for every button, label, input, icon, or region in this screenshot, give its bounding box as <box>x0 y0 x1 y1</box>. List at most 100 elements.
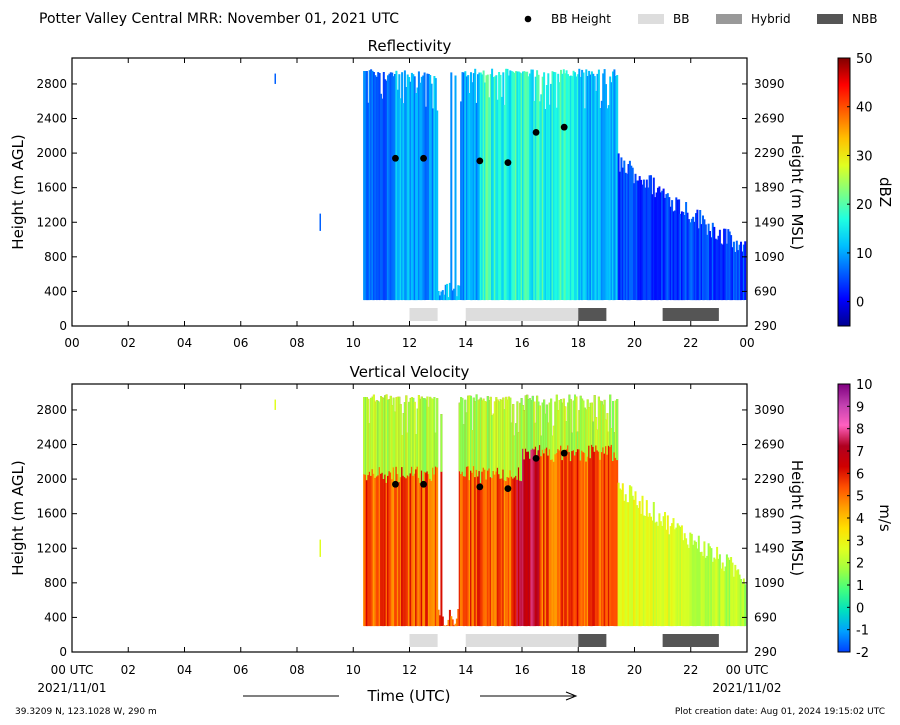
heatmap-column <box>374 75 377 300</box>
heatmap-column <box>533 401 536 627</box>
heatmap-column <box>395 70 398 300</box>
heatmap-column-upper <box>464 399 467 477</box>
panel-title: Vertical Velocity <box>350 363 470 381</box>
heatmap-column <box>447 619 450 626</box>
heatmap-column <box>714 238 717 301</box>
heatmap-column <box>658 186 661 300</box>
heatmap-column-upper <box>460 397 463 474</box>
heatmap-column-upper <box>378 402 381 468</box>
heatmap-column <box>520 398 523 626</box>
heatmap-column-upper <box>377 400 380 476</box>
heatmap-column-upper <box>582 400 585 453</box>
heatmap-column <box>427 406 430 627</box>
heatmap-column <box>516 401 519 627</box>
heatmap-column <box>696 548 699 626</box>
heatmap-column <box>462 72 465 301</box>
heatmap-column <box>552 425 555 627</box>
heatmap-column <box>533 100 536 301</box>
heatmap-column <box>458 285 461 300</box>
heatmap-column <box>576 74 579 300</box>
heatmap-column <box>669 206 672 301</box>
heatmap-column <box>499 399 502 626</box>
heatmap-column <box>652 502 655 626</box>
heatmap-column <box>375 400 378 627</box>
heatmap-column <box>502 72 505 300</box>
heatmap-column <box>364 71 367 301</box>
heatmap-column-upper <box>372 394 375 474</box>
heatmap-column <box>644 187 647 300</box>
heatmap-column-upper <box>612 401 615 461</box>
heatmap-column <box>398 396 401 626</box>
bb-height-point <box>560 449 568 457</box>
heatmap-column-upper <box>547 422 550 456</box>
bb-height-points <box>392 123 568 167</box>
heatmap-column <box>725 243 728 301</box>
heatmap-column <box>666 515 669 626</box>
heatmap-column <box>572 400 575 627</box>
legend-swatch <box>817 14 843 24</box>
heatmap-column <box>385 80 388 300</box>
heatmap-column <box>659 521 662 627</box>
bb-height-points <box>392 449 568 493</box>
heatmap-column <box>405 87 408 301</box>
bb-height-point <box>504 159 512 167</box>
heatmap-column <box>668 197 671 300</box>
y-tick-label: 2800 <box>36 77 67 91</box>
heatmap-column <box>440 414 443 626</box>
heatmap-column <box>624 172 627 300</box>
heatmap-column <box>704 557 707 627</box>
heatmap-column <box>599 400 602 626</box>
heatmap-column-upper <box>420 396 423 471</box>
heatmap-column-upper <box>505 396 508 482</box>
heatmap-column <box>718 229 721 300</box>
heatmap-column <box>417 395 420 627</box>
heatmap-column-upper <box>515 423 518 476</box>
heatmap-column <box>578 68 581 301</box>
heatmap-column-upper <box>385 394 388 483</box>
heatmap-column <box>434 78 437 301</box>
y-right-tick-label: 1090 <box>754 250 785 264</box>
heatmap-column <box>555 107 558 301</box>
heatmap-column <box>617 482 620 627</box>
heatmap-column <box>603 69 606 300</box>
heatmap-column <box>581 398 584 627</box>
heatmap-column <box>707 223 710 301</box>
heatmap-column-upper <box>489 396 492 478</box>
heatmap-column-upper <box>605 419 608 447</box>
heatmap-column <box>741 583 744 627</box>
heatmap-column <box>596 429 599 626</box>
bb-height-point <box>476 157 484 165</box>
heatmap-column <box>486 74 489 301</box>
heatmap-column <box>502 397 505 626</box>
heatmap-column <box>496 99 499 301</box>
heatmap-column <box>569 75 572 301</box>
heatmap-column <box>619 488 622 627</box>
heatmap-column-upper <box>530 400 533 450</box>
heatmap-column <box>503 409 506 626</box>
heatmap-column <box>412 74 415 301</box>
heatmap-column <box>488 400 491 627</box>
isolated-echo <box>319 539 321 557</box>
y-tick-label: 800 <box>44 576 67 590</box>
heatmap-column-upper <box>403 402 406 478</box>
colorbar-tick-label: 7 <box>856 445 864 460</box>
heatmap-column <box>654 522 657 626</box>
heatmap-column <box>403 70 406 301</box>
heatmap-column <box>425 106 428 300</box>
heatmap-column-upper <box>500 400 503 479</box>
heatmap-column <box>540 435 543 627</box>
y-tick-label: 2000 <box>36 146 67 160</box>
heatmap-column-upper <box>569 399 572 462</box>
colorbar-label: dBZ <box>876 177 894 207</box>
heatmap-column <box>425 399 428 627</box>
heatmap-column <box>685 538 688 627</box>
heatmap-column <box>571 76 574 300</box>
heatmap-column <box>429 75 432 300</box>
heatmap-column <box>579 395 582 627</box>
heatmap-column <box>492 413 495 626</box>
heatmap-column <box>721 562 724 627</box>
y-right-tick-label: 2290 <box>754 146 785 160</box>
heatmap-column <box>526 394 529 627</box>
heatmap-column-upper <box>384 395 387 475</box>
